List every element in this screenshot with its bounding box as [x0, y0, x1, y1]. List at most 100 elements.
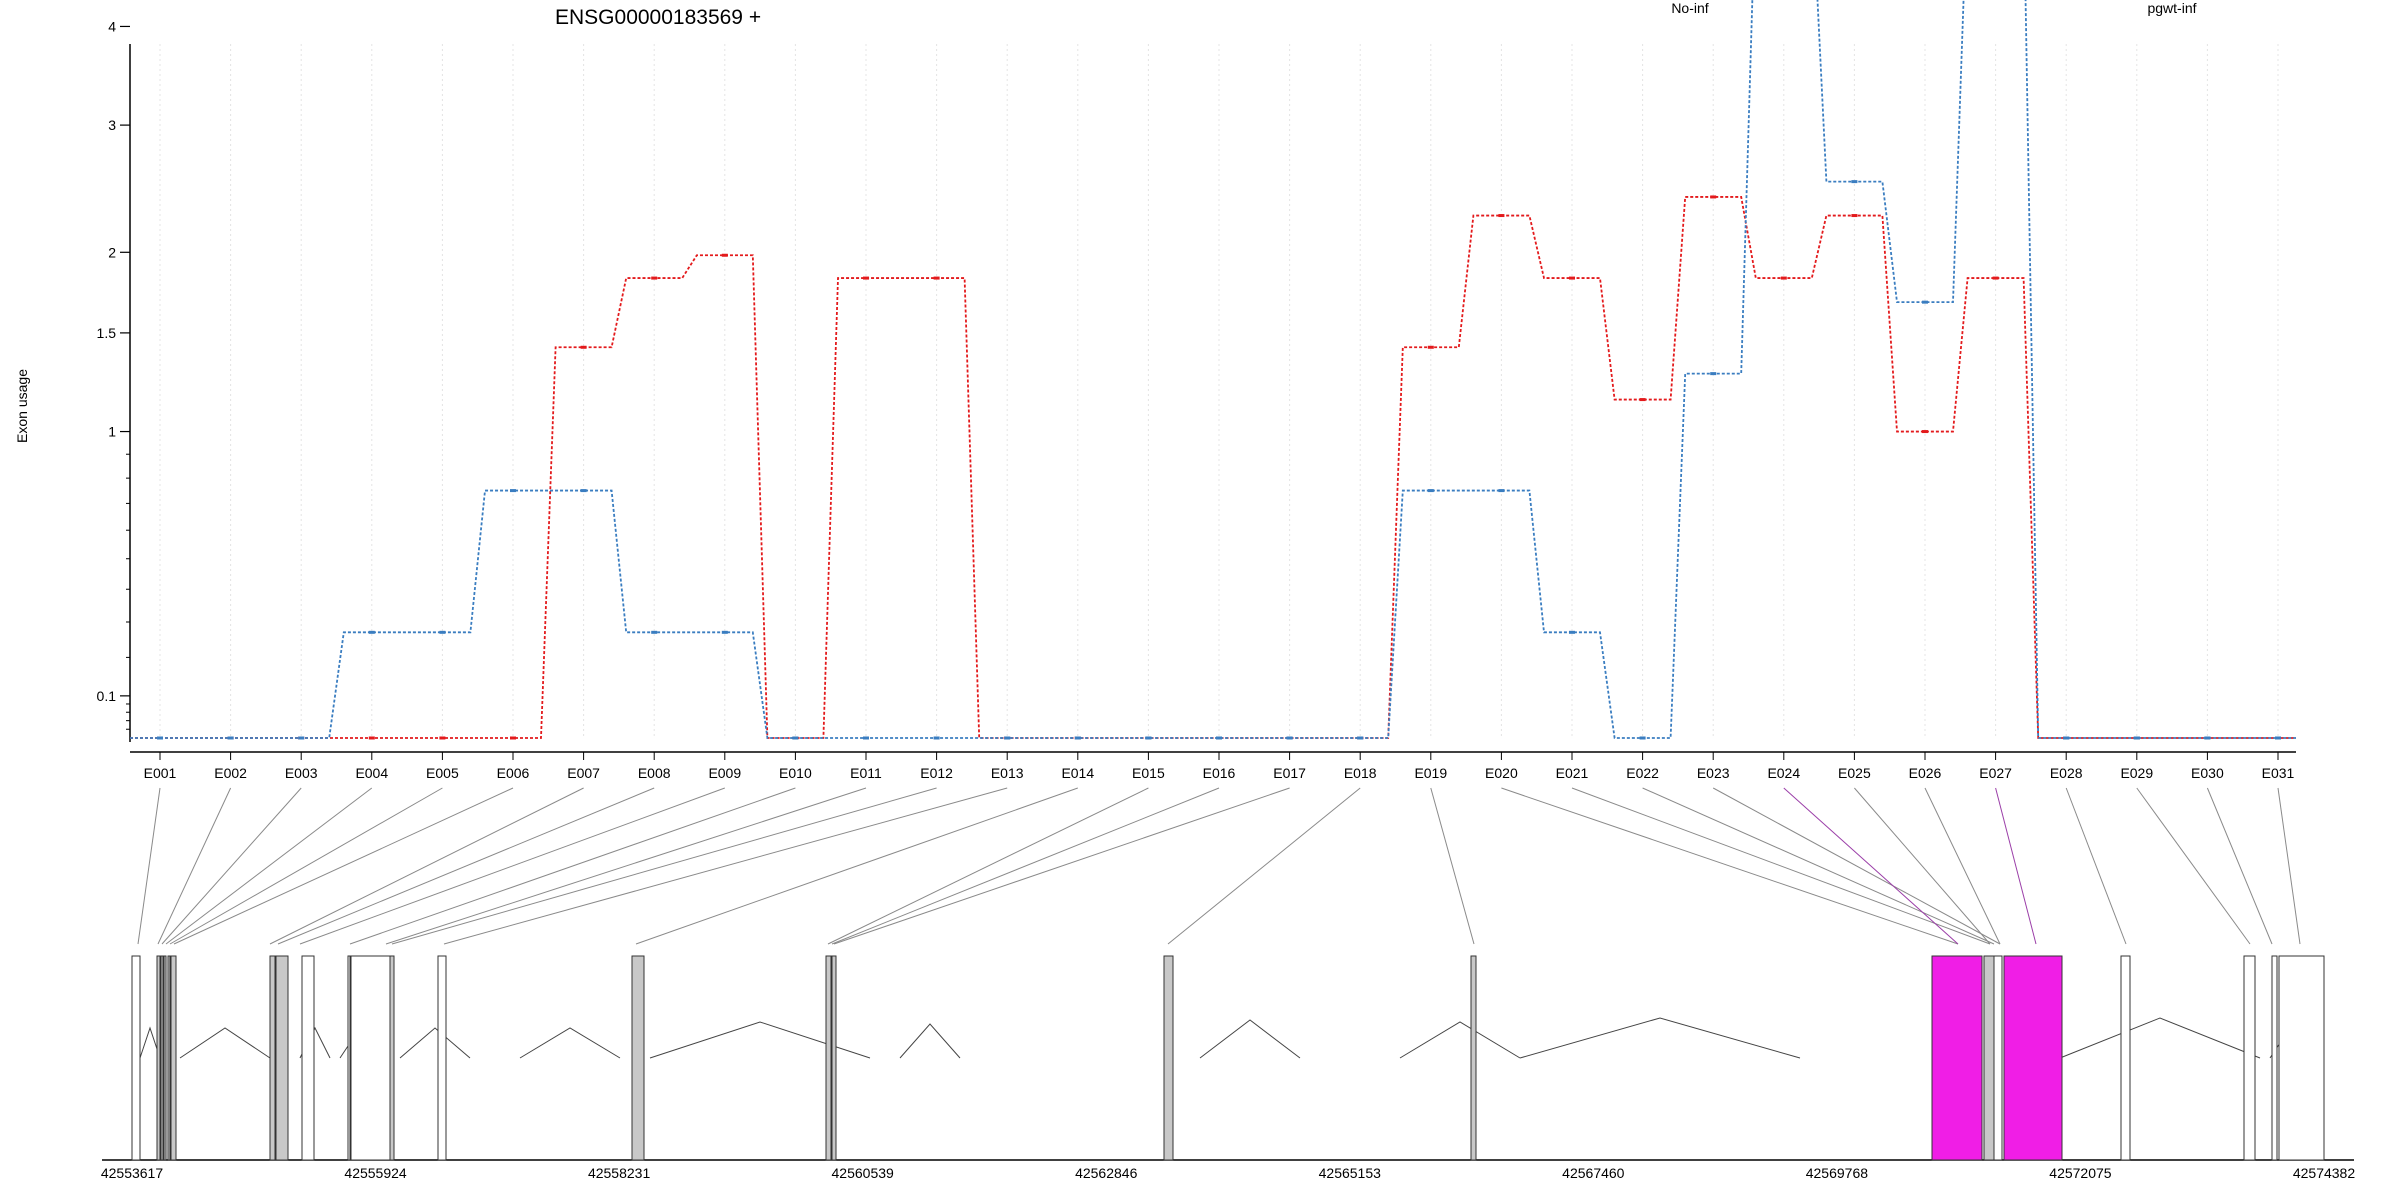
series-line-no-inf	[130, 196, 2296, 739]
x-tick-label-e001: E001	[144, 765, 177, 781]
exon-block-14	[631, 955, 645, 1161]
x-tick-label-e029: E029	[2120, 765, 2153, 781]
exon-gridlines	[159, 44, 2279, 738]
x-tick-label-e023: E023	[1697, 765, 1730, 781]
x-tick-label-e020: E020	[1485, 765, 1518, 781]
x-tick-label-e017: E017	[1273, 765, 1306, 781]
exon-block-1	[131, 955, 141, 1161]
series-pgwt-inf	[130, 0, 2296, 740]
exon-block-19	[1931, 955, 1983, 1161]
legend-entry-pgwt-inf: pgwt-inf	[2147, 0, 2196, 16]
series-line-pgwt-inf	[130, 0, 2296, 739]
x-tick-label-e026: E026	[1909, 765, 1942, 781]
intron-2	[179, 1027, 271, 1059]
series-no-inf	[130, 195, 2296, 740]
x-tick-label-e019: E019	[1414, 765, 1447, 781]
x-tick-label-e004: E004	[355, 765, 388, 781]
connector-e001	[137, 787, 161, 945]
x-tick-label-e006: E006	[497, 765, 530, 781]
exon-block-12	[389, 955, 395, 1161]
x-tick-label-e031: E031	[2262, 765, 2295, 781]
coordinate-label-42553617: 42553617	[101, 1165, 164, 1181]
x-tick-label-e018: E018	[1344, 765, 1377, 781]
y-tick-label-1: 1	[108, 424, 116, 440]
coordinate-label-42569768: 42569768	[1806, 1165, 1869, 1181]
connector-e026	[1924, 787, 2001, 945]
chart-title: ENSG00000183569 +	[555, 6, 761, 29]
exon-block-9	[301, 955, 315, 1161]
connector-e016	[831, 787, 1220, 945]
coordinate-label-42562846: 42562846	[1075, 1165, 1138, 1181]
y-tick-label-2: 2	[108, 244, 116, 260]
intron-7	[649, 1021, 871, 1059]
exon-block-5	[167, 955, 171, 1161]
connector-e021	[1571, 787, 1991, 945]
x-tick-label-e027: E027	[1979, 765, 2012, 781]
exon-block-8	[275, 955, 289, 1161]
coordinate-label-42567460: 42567460	[1562, 1165, 1625, 1181]
connector-e029	[2136, 787, 2251, 945]
exon-block-23	[2120, 955, 2131, 1161]
connector-e023	[1712, 787, 2001, 945]
x-tick-label-e010: E010	[779, 765, 812, 781]
intron-8	[899, 1023, 961, 1059]
exon-block-6	[170, 955, 177, 1161]
gene-model: 42553617 42555924 42558231 42560539 42562846…	[101, 955, 2356, 1181]
x-tick-label-e008: E008	[638, 765, 671, 781]
connector-e011	[385, 787, 867, 945]
coordinate-label-42572075: 42572075	[2049, 1165, 2112, 1181]
coordinate-label-42555924: 42555924	[344, 1165, 407, 1181]
connector-e015	[827, 787, 1149, 945]
connector-e018	[1167, 787, 1361, 945]
x-tick-label-e009: E009	[708, 765, 741, 781]
exon-block-2	[156, 955, 161, 1161]
connector-e008	[277, 787, 655, 945]
exon-block-18	[1470, 955, 1477, 1161]
legend-entry-no-inf: No-inf	[1671, 0, 1708, 16]
connector-e006	[173, 787, 514, 945]
exon-block-4	[163, 955, 167, 1161]
exon-block-11	[350, 955, 391, 1161]
exon-block-24	[2243, 955, 2256, 1161]
exon-block-20	[1983, 955, 1995, 1161]
exon-block-7	[269, 955, 276, 1161]
connector-e030	[2206, 787, 2273, 945]
connector-e019	[1430, 787, 1475, 945]
intron-5	[399, 1027, 471, 1059]
exon-block-25	[2271, 955, 2278, 1161]
x-tick-label-e028: E028	[2050, 765, 2083, 781]
exon-block-16	[831, 955, 837, 1161]
x-tick-label-e025: E025	[1838, 765, 1871, 781]
exon-block-10	[347, 955, 351, 1161]
exon-block-3	[160, 955, 164, 1161]
connector-e002	[157, 787, 232, 945]
connector-e007	[269, 787, 584, 945]
x-tick-label-e002: E002	[214, 765, 247, 781]
connector-e028	[2065, 787, 2127, 945]
exon-block-17	[1163, 955, 1174, 1161]
connector-e013	[443, 787, 1008, 945]
y-tick-label-1.5: 1.5	[97, 325, 117, 341]
connector-e014	[635, 787, 1078, 945]
connector-e017	[833, 787, 1290, 945]
x-tick-label-e016: E016	[1203, 765, 1236, 781]
connector-e022	[1642, 787, 1995, 945]
x-tick-label-e013: E013	[991, 765, 1024, 781]
connector-e025	[1854, 787, 1991, 945]
coordinate-label-42574382: 42574382	[2293, 1165, 2356, 1181]
connector-e031	[2277, 787, 2301, 945]
x-tick-label-e011: E011	[850, 765, 882, 781]
connector-e012	[391, 787, 937, 945]
intron-9	[1199, 1019, 1301, 1059]
coordinate-label-42560539: 42560539	[832, 1165, 895, 1181]
exon-connector-lines	[137, 787, 2301, 945]
x-tick-label-e022: E022	[1626, 765, 1659, 781]
connector-e003	[161, 787, 302, 945]
x-tick-label-e012: E012	[920, 765, 953, 781]
intron-11	[1519, 1017, 1801, 1059]
intron-10	[1399, 1021, 1521, 1059]
connector-e005	[169, 787, 443, 945]
x-tick-label-e015: E015	[1132, 765, 1165, 781]
x-tick-label-e005: E005	[426, 765, 459, 781]
y-tick-label-3: 3	[108, 117, 116, 133]
